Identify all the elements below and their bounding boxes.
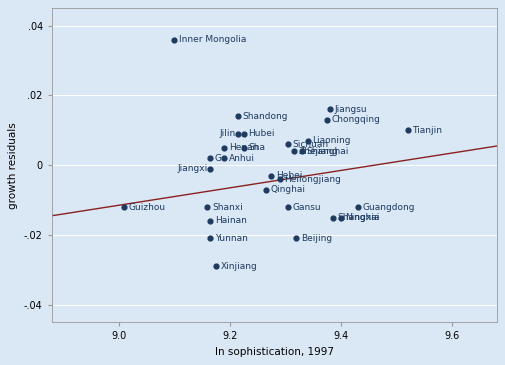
Point — [220, 145, 228, 151]
Text: Guangdong: Guangdong — [362, 203, 415, 212]
Text: Qinghai: Qinghai — [270, 185, 306, 194]
Point — [212, 264, 220, 269]
Point — [298, 148, 306, 154]
Point — [304, 138, 312, 144]
Point — [170, 37, 178, 43]
Text: Yunnan: Yunnan — [215, 234, 247, 243]
Point — [326, 107, 334, 112]
Text: Anhui: Anhui — [229, 154, 255, 163]
Text: Shanxi: Shanxi — [212, 203, 243, 212]
Point — [276, 176, 284, 182]
Text: Inner Mongolia: Inner Mongolia — [179, 35, 246, 44]
Text: Tianjin: Tianjin — [412, 126, 442, 135]
Point — [234, 131, 242, 137]
Text: Jilin: Jilin — [220, 129, 236, 138]
Point — [206, 166, 214, 172]
Text: Shanghai: Shanghai — [307, 147, 349, 156]
Y-axis label: growth residuals: growth residuals — [9, 122, 18, 208]
Text: Jiangxi: Jiangxi — [178, 164, 208, 173]
Text: Sha: Sha — [248, 143, 265, 152]
Point — [337, 215, 345, 220]
Text: Ningxia: Ningxia — [345, 213, 380, 222]
Text: Liaoning: Liaoning — [312, 136, 350, 145]
Point — [290, 148, 298, 154]
Text: Hubei: Hubei — [248, 129, 275, 138]
Text: Gansu: Gansu — [292, 203, 321, 212]
Text: Heilongjiang: Heilongjiang — [284, 175, 341, 184]
Text: Hainan: Hainan — [215, 216, 246, 226]
Point — [220, 155, 228, 161]
Point — [239, 145, 247, 151]
X-axis label: ln sophistication, 1997: ln sophistication, 1997 — [215, 347, 334, 357]
Point — [323, 117, 331, 123]
Point — [262, 187, 270, 192]
Point — [239, 131, 247, 137]
Point — [268, 173, 276, 178]
Text: Jiangsu: Jiangsu — [334, 105, 367, 114]
Point — [284, 204, 292, 210]
Text: Shandong: Shandong — [242, 112, 288, 121]
Text: Henan: Henan — [229, 143, 258, 152]
Text: Sichuan: Sichuan — [292, 140, 329, 149]
Point — [234, 114, 242, 119]
Text: Zhejiang: Zhejiang — [298, 147, 338, 156]
Text: G: G — [215, 154, 222, 163]
Point — [206, 155, 214, 161]
Text: Chongqing: Chongqing — [331, 115, 380, 124]
Text: Xinjiang: Xinjiang — [220, 262, 257, 271]
Point — [292, 235, 300, 241]
Point — [206, 235, 214, 241]
Point — [204, 204, 212, 210]
Point — [354, 204, 362, 210]
Text: Shanghai: Shanghai — [337, 213, 379, 222]
Text: Hebei: Hebei — [276, 171, 302, 180]
Point — [329, 215, 337, 220]
Point — [284, 141, 292, 147]
Point — [120, 204, 128, 210]
Text: Guizhou: Guizhou — [129, 203, 166, 212]
Point — [206, 218, 214, 224]
Text: Beijing: Beijing — [301, 234, 332, 243]
Point — [403, 127, 412, 133]
